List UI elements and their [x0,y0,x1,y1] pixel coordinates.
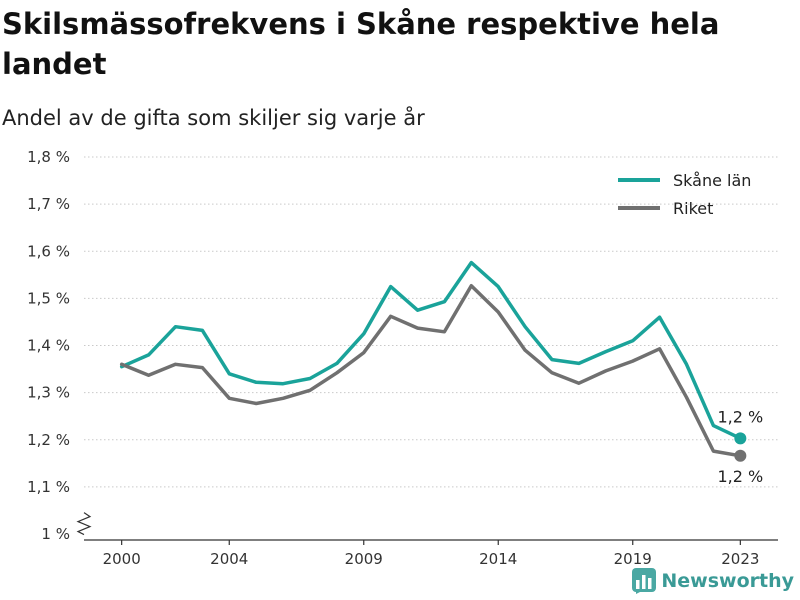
y-tick-label: 1 % [41,525,70,543]
end-point-marker [734,449,747,462]
y-tick-label: 1,8 % [27,148,70,166]
x-tick-label: 2004 [210,550,248,568]
y-tick-label: 1,5 % [27,289,70,307]
axis-break-icon [76,512,92,536]
y-tick-label: 1,7 % [27,195,70,213]
end-value-label: 1,2 % [717,407,763,426]
series-line-riket [119,283,743,458]
legend-label: Riket [673,199,713,218]
series-line-skane [119,260,743,441]
end-point-marker [734,432,747,445]
y-tick-label: 1,4 % [27,337,70,355]
y-tick-label: 1,2 % [27,431,70,449]
x-tick-label: 2009 [345,550,383,568]
y-tick-label: 1,6 % [27,242,70,260]
end-value-label: 1,2 % [717,467,763,486]
chart-subtitle: Andel av de gifta som skiljer sig varje … [2,106,425,130]
x-tick-label: 2000 [103,550,141,568]
chart-title: Skilsmässofrekvens i Skåne respektive he… [2,7,720,81]
legend-label: Skåne län [673,171,751,190]
x-tick-label: 2014 [479,550,517,568]
brand-name: Newsworthy [661,570,794,592]
x-tick-label: 2019 [614,550,652,568]
y-tick-label: 1,1 % [27,478,70,496]
bar-chart-logo-icon [632,568,657,594]
x-tick-label: 2023 [721,550,759,568]
brand-logo: Newsworthy [632,568,794,594]
y-tick-label: 1,3 % [27,384,70,402]
